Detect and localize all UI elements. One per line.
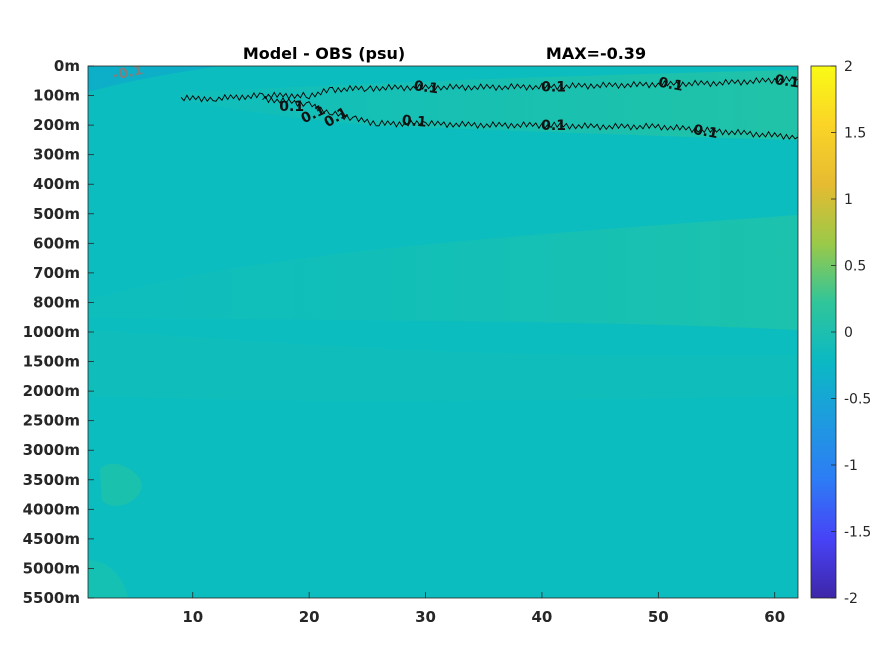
colorbar-tick-label: 0 (844, 325, 853, 341)
heatmap-background (88, 66, 798, 598)
y-tick-label: 4000m (23, 500, 80, 518)
colorbar-tick-label: -2 (844, 591, 858, 607)
colorbar-tick-label: -0.5 (844, 392, 871, 408)
mid-depth-band (88, 215, 798, 330)
surface-negative-patch (88, 66, 220, 92)
contour-lines (180, 75, 798, 141)
colorbar: 2 1.5 1 0.5 0 -0.5 -1 -1.5 -2 (810, 59, 871, 607)
y-tick-label: 1000m (23, 323, 80, 341)
y-tick-label: 3000m (23, 441, 80, 459)
contour-label: 0.1 (657, 75, 684, 95)
x-tick-label: 30 (415, 608, 436, 626)
y-tick-label: 5000m (23, 559, 80, 577)
contour-label: 0.1 (541, 80, 566, 96)
x-tick-label: 60 (764, 608, 785, 626)
colorbar-tick-label: -1 (844, 458, 858, 474)
colorbar-tick-label: 1.5 (844, 126, 866, 142)
plot-area: -0.10.1 0.1 0.1 0.10.10.10.1 0.1 0.1 0.1 (88, 66, 801, 598)
x-axis: 10 20 30 40 50 60 (182, 592, 785, 626)
x-tick-label: 20 (299, 608, 320, 626)
contour-label: 0.1 (774, 72, 801, 91)
contour-label: 0.1 (401, 113, 427, 131)
y-tick-label: 0m (54, 57, 80, 75)
upper-positive-band (180, 70, 798, 140)
y-tick-label: 1500m (23, 353, 80, 371)
y-tick-label: 100m (33, 87, 80, 105)
chart-title: Model - OBS (psu) (243, 44, 405, 63)
y-tick-label: 500m (33, 205, 80, 223)
y-tick-label: 200m (33, 116, 80, 134)
y-tick-label: 2500m (23, 412, 80, 430)
bottom-left-corner-patch (88, 560, 128, 598)
colorbar-tick-label: 2 (844, 59, 853, 75)
y-tick-label: 700m (33, 264, 80, 282)
x-tick-label: 40 (531, 608, 552, 626)
y-tick-label: 300m (33, 146, 80, 164)
colorbar-tick-label: 0.5 (844, 259, 866, 275)
x-tick-label: 50 (648, 608, 669, 626)
bottom-left-patch (100, 463, 142, 506)
y-tick-label: 600m (33, 234, 80, 252)
contour-label: 0.1 (413, 78, 440, 97)
y-tick-label: 3500m (23, 471, 80, 489)
contour-label: 0.1 (541, 118, 566, 134)
contour-label: 0.1 (279, 99, 304, 115)
colorbar-ticks: 2 1.5 1 0.5 0 -0.5 -1 -1.5 -2 (831, 59, 871, 607)
colorbar-tick-label: -1.5 (844, 525, 871, 541)
deep-band (88, 330, 798, 401)
contour-line (180, 75, 798, 103)
contour-line (262, 95, 798, 141)
max-annotation: MAX=-0.39 (546, 44, 646, 63)
contour-label: 0.1 (692, 122, 719, 142)
y-axis: 0m 100m 200m 300m 400m 500m 600m 700m 800m 1000m 1… (23, 57, 94, 607)
y-tick-label: 4500m (23, 530, 80, 548)
y-tick-label: 400m (33, 175, 80, 193)
y-tick-label: 2000m (23, 382, 80, 400)
y-tick-label: 5500m (23, 589, 80, 607)
x-tick-label: 10 (182, 608, 203, 626)
colorbar-tick-label: 1 (844, 192, 853, 208)
y-tick-label: 800m (33, 293, 80, 311)
